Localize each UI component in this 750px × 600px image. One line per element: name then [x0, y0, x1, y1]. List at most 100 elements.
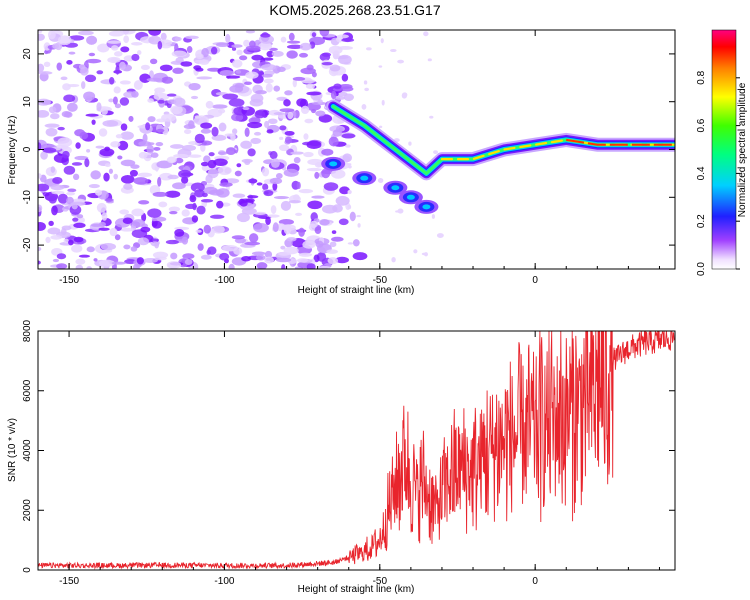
- noise-blob: [62, 150, 70, 159]
- noise-blob: [63, 238, 69, 244]
- noise-blob: [169, 210, 178, 215]
- noise-blob: [98, 128, 108, 137]
- noise-blob: [137, 172, 153, 178]
- noise-blob: [228, 98, 245, 107]
- noise-blob: [251, 251, 266, 256]
- noise-blob: [170, 252, 178, 260]
- snr-ylabel: SNR (10 * v/v): [7, 418, 18, 482]
- noise-blob: [181, 176, 189, 184]
- noise-blob: [321, 204, 338, 214]
- noise-blob: [307, 200, 323, 210]
- noise-blob: [147, 116, 156, 123]
- noise-blob: [198, 59, 210, 65]
- noise-blob: [158, 201, 168, 208]
- noise-blob: [272, 222, 279, 233]
- noise-blob: [133, 80, 143, 90]
- noise-blob: [72, 173, 80, 181]
- noise-blob: [117, 140, 129, 151]
- noise-blob: [331, 236, 344, 242]
- noise-blob: [67, 188, 77, 193]
- noise-blob: [130, 246, 138, 252]
- noise-blob: [300, 105, 310, 115]
- noise-blob: [352, 239, 360, 247]
- noise-blob: [281, 264, 286, 269]
- noise-blob: [413, 249, 418, 254]
- noise-blob: [154, 256, 167, 261]
- noise-blob: [99, 259, 115, 267]
- noise-blob: [175, 57, 184, 64]
- noise-blob: [63, 94, 76, 103]
- noise-blob: [211, 126, 219, 137]
- noise-blob: [306, 167, 322, 172]
- noise-blob: [85, 113, 99, 117]
- noise-blob: [247, 148, 256, 157]
- noise-blob: [78, 64, 86, 70]
- noise-blob: [296, 258, 309, 263]
- noise-blob: [275, 173, 283, 179]
- noise-blob: [286, 237, 297, 242]
- noise-blob: [307, 158, 324, 166]
- noise-blob: [129, 169, 138, 177]
- noise-blob: [156, 128, 165, 133]
- noise-blob: [52, 177, 63, 184]
- snr-ytick-label: 2000: [22, 499, 33, 522]
- noise-blob: [275, 257, 292, 263]
- noise-blob: [286, 44, 303, 50]
- noise-blob: [100, 243, 117, 251]
- noise-blob: [364, 87, 370, 92]
- noise-blob: [323, 182, 339, 191]
- noise-blob: [86, 266, 92, 269]
- noise-blob: [347, 242, 354, 245]
- noise-blob: [213, 158, 228, 167]
- noise-blob: [109, 77, 115, 85]
- noise-blob: [156, 118, 167, 123]
- noise-blob: [225, 147, 236, 156]
- noise-blob: [308, 223, 317, 231]
- noise-blob: [224, 133, 235, 137]
- noise-blob: [336, 34, 349, 39]
- noise-blob: [250, 137, 262, 145]
- noise-blob: [347, 163, 352, 166]
- colorbar-tick-label: 0.4: [696, 166, 707, 180]
- noise-blob: [159, 64, 173, 72]
- noise-blob: [290, 151, 304, 155]
- noise-blob: [326, 249, 339, 254]
- noise-blob: [284, 90, 293, 96]
- noise-blob: [239, 55, 248, 61]
- noise-blob: [137, 237, 150, 246]
- spectrogram-xtick-label: 0: [532, 275, 538, 286]
- snr-xtick-label: -100: [214, 576, 234, 587]
- noise-blob: [219, 70, 235, 76]
- noise-blob: [335, 256, 349, 264]
- noise-blob: [431, 214, 435, 219]
- noise-blob: [38, 71, 53, 75]
- noise-blob: [278, 219, 294, 225]
- noise-blob: [85, 58, 102, 64]
- spectrogram-xtick-label: -100: [214, 275, 234, 286]
- noise-blob: [265, 216, 271, 226]
- noise-blob: [162, 125, 169, 136]
- noise-blob: [276, 96, 288, 101]
- noise-blob: [292, 76, 306, 81]
- noise-blob: [366, 47, 372, 51]
- noise-blob: [314, 226, 322, 234]
- noise-blob: [292, 79, 297, 88]
- noise-blob: [357, 223, 361, 228]
- noise-blob: [119, 209, 130, 215]
- noise-blob: [111, 261, 127, 265]
- noise-blob: [269, 177, 283, 185]
- noise-blob: [273, 196, 290, 200]
- noise-blob: [245, 71, 259, 79]
- noise-blob: [123, 244, 131, 250]
- noise-blob: [261, 167, 270, 177]
- noise-blob: [150, 58, 158, 65]
- noise-blob: [50, 166, 56, 173]
- noise-blob: [119, 80, 131, 85]
- noise-blob: [147, 98, 154, 103]
- noise-blob: [86, 148, 91, 153]
- noise-blob: [38, 183, 50, 192]
- noise-blob: [332, 129, 343, 137]
- noise-blob: [278, 144, 290, 152]
- noise-blob: [335, 96, 346, 100]
- noise-blob: [196, 76, 213, 80]
